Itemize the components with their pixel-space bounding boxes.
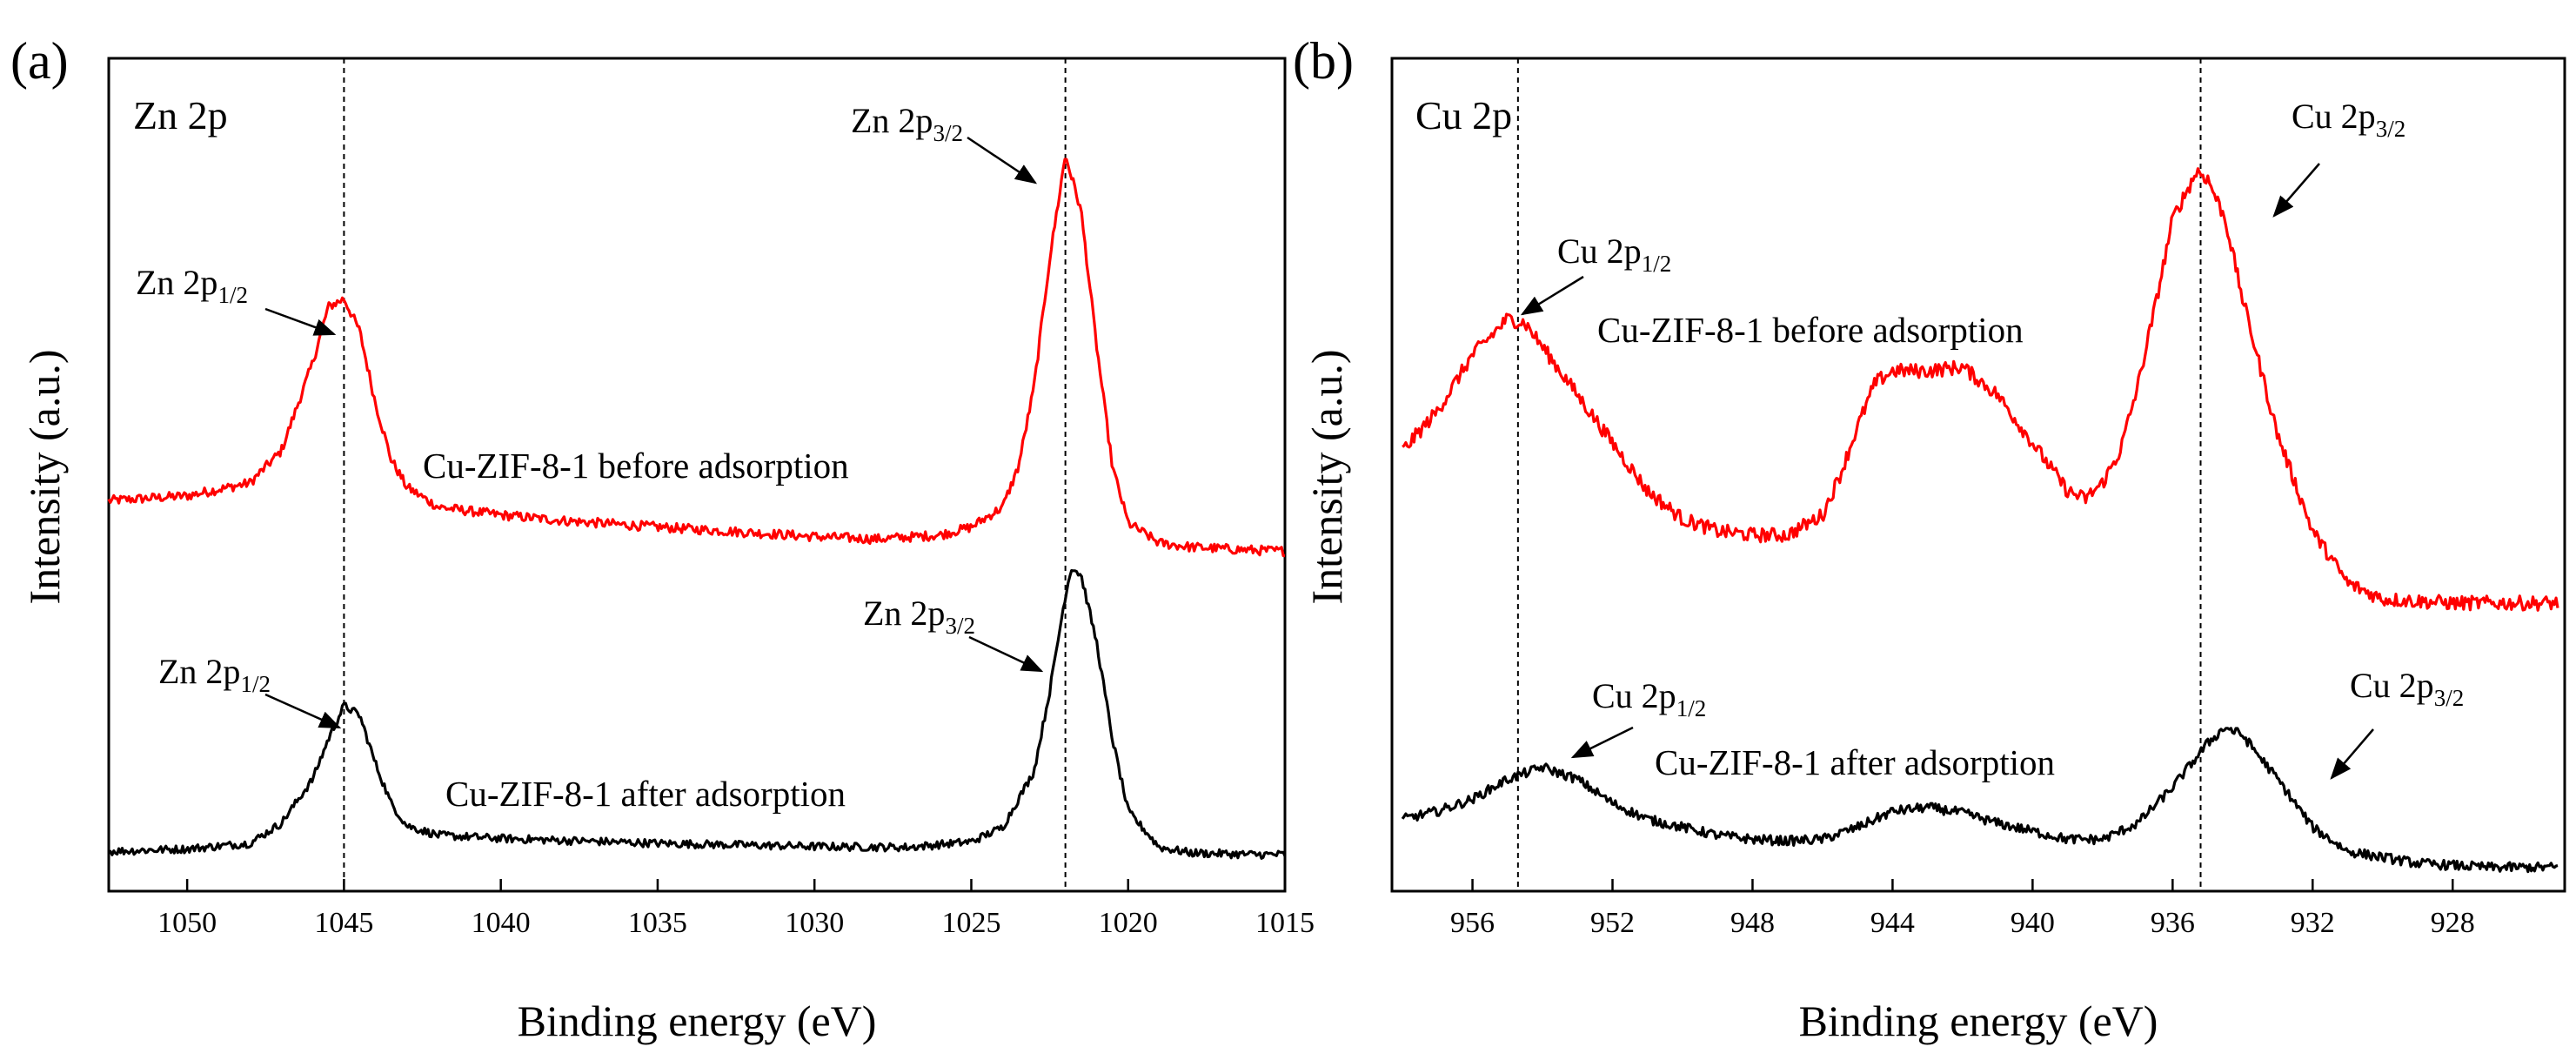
spectrum-title-zn-2p: Zn 2p (133, 93, 228, 138)
arrow-zn-2p12-after (264, 693, 342, 729)
plot-frame-a (107, 57, 1287, 893)
annotation-zn-2p12-before: Zn 2p1/2 (136, 263, 248, 308)
x-tick-label-zn-1045: 1045 (314, 907, 373, 939)
panel-label-a: (a) (10, 32, 69, 90)
spectrum-line-cu-before (1402, 167, 2559, 612)
annotation-cu-2p32-after: Cu 2p3/2 (2350, 666, 2464, 711)
series-label-cu-before: Cu-ZIF-8-1 before adsorption (1597, 310, 2024, 350)
arrow-zn-2p32-after (968, 635, 1044, 673)
x-tick-label-zn-1040: 1040 (472, 907, 531, 939)
x-tick-label-zn-1015: 1015 (1255, 907, 1315, 939)
x-axis-label-b: Binding energy (eV) (1799, 996, 2158, 1045)
x-tick-label-cu-936: 936 (2151, 907, 2195, 939)
arrow-cu-2p32-after (2330, 728, 2374, 780)
series-label-zn-before: Cu-ZIF-8-1 before adsorption (423, 446, 849, 486)
arrow-cu-2p32-before (2272, 163, 2320, 218)
x-tick-label-cu-944: 944 (1870, 907, 1915, 939)
panel-cu-2p: (b) Cu 2p 956 952 948 944 940 936 932 928 Bindi… (1293, 32, 2566, 1045)
annotation-zn-2p12-after: Zn 2p1/2 (158, 652, 271, 697)
x-tick-label-cu-932: 932 (2291, 907, 2335, 939)
arrow-zn-2p12-before (264, 307, 337, 336)
panel-label-b: (b) (1293, 32, 1354, 90)
x-axis-label-a: Binding energy (eV) (518, 996, 877, 1045)
spectrum-line-zn-before (107, 158, 1286, 558)
x-tick-label-zn-1035: 1035 (628, 907, 687, 939)
x-tick-label-zn-1030: 1030 (785, 907, 844, 939)
panel-zn-2p: (a) Zn 2p 1050 1045 1040 1035 1030 1025 1020 10… (10, 32, 1315, 1045)
plot-frame-b (1390, 57, 2566, 893)
series-label-zn-after: Cu-ZIF-8-1 after adsorption (445, 774, 846, 814)
x-tick-label-cu-952: 952 (1590, 907, 1635, 939)
spectrum-title-cu-2p: Cu 2p (1415, 93, 1512, 138)
annotation-zn-2p32-after: Zn 2p3/2 (863, 594, 975, 639)
series-b (1401, 167, 2559, 874)
x-tick-label-zn-1020: 1020 (1099, 907, 1158, 939)
x-tick-label-zn-1050: 1050 (157, 907, 217, 939)
annotation-cu-2p12-before: Cu 2p1/2 (1557, 231, 1671, 277)
x-tick-label-cu-956: 956 (1450, 907, 1495, 939)
arrow-cu-2p12-after (1570, 726, 1634, 759)
y-axis-label-a: Intensity (a.u.) (20, 350, 69, 605)
xaxis-ticks-a: 1050 1045 1040 1035 1030 1025 1020 1015 (157, 879, 1315, 939)
annotation-cu-2p12-after: Cu 2p1/2 (1592, 676, 1706, 721)
series-a (107, 158, 1287, 860)
annotation-zn-2p32-before: Zn 2p3/2 (851, 101, 963, 146)
x-tick-label-cu-948: 948 (1730, 907, 1775, 939)
arrow-zn-2p32-before (967, 136, 1038, 184)
y-axis-label-b: Intensity (a.u.) (1302, 350, 1351, 605)
vlines-a (343, 58, 1067, 891)
arrow-cu-2p12-before (1520, 275, 1584, 316)
x-tick-label-zn-1025: 1025 (941, 907, 1000, 939)
x-tick-label-cu-928: 928 (2431, 907, 2475, 939)
spectrum-line-cu-after (1401, 727, 2559, 874)
spectrum-line-zn-after (108, 569, 1287, 860)
annotation-cu-2p32-before: Cu 2p3/2 (2292, 97, 2405, 142)
series-label-cu-after: Cu-ZIF-8-1 after adsorption (1655, 742, 2055, 782)
x-tick-label-cu-940: 940 (2011, 907, 2055, 939)
xaxis-ticks-b: 956 952 948 944 940 936 932 928 (1450, 879, 2475, 939)
